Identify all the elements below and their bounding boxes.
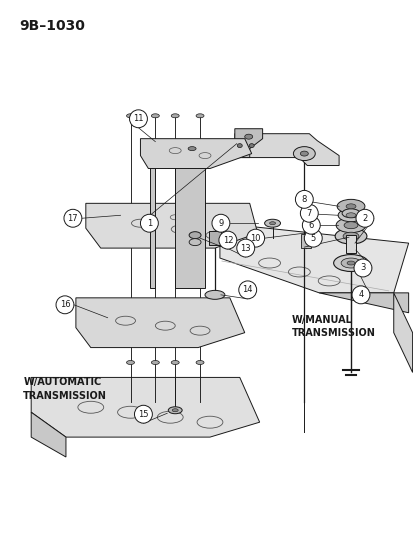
Text: 9: 9 — [218, 219, 223, 228]
Ellipse shape — [333, 255, 368, 271]
Text: W/AUTOMATIC
TRANSMISSION: W/AUTOMATIC TRANSMISSION — [23, 377, 107, 401]
Text: 12: 12 — [222, 236, 233, 245]
FancyBboxPatch shape — [301, 234, 311, 248]
Polygon shape — [31, 412, 66, 457]
Ellipse shape — [196, 360, 204, 365]
Polygon shape — [85, 203, 257, 248]
Circle shape — [64, 209, 82, 227]
Circle shape — [238, 281, 256, 299]
Ellipse shape — [343, 222, 357, 229]
Ellipse shape — [189, 232, 201, 239]
Ellipse shape — [249, 144, 254, 148]
Ellipse shape — [244, 134, 252, 139]
Text: 5: 5 — [310, 233, 315, 243]
Text: 13: 13 — [240, 244, 250, 253]
Text: 14: 14 — [242, 285, 252, 294]
Ellipse shape — [151, 114, 159, 118]
Circle shape — [134, 405, 152, 423]
Polygon shape — [140, 139, 251, 168]
Ellipse shape — [300, 151, 308, 156]
Ellipse shape — [346, 261, 354, 265]
Circle shape — [129, 110, 147, 128]
Ellipse shape — [172, 409, 178, 411]
Circle shape — [295, 190, 313, 208]
Ellipse shape — [269, 222, 275, 225]
Text: 1: 1 — [147, 219, 152, 228]
Ellipse shape — [204, 290, 224, 300]
Ellipse shape — [196, 114, 204, 118]
Text: 11: 11 — [133, 114, 143, 123]
Ellipse shape — [151, 360, 159, 365]
Polygon shape — [31, 377, 259, 437]
Text: 3: 3 — [359, 263, 365, 272]
Circle shape — [300, 204, 318, 222]
Circle shape — [56, 296, 74, 314]
Circle shape — [353, 259, 371, 277]
FancyBboxPatch shape — [209, 231, 221, 245]
Text: 2: 2 — [361, 214, 367, 223]
Ellipse shape — [189, 239, 201, 246]
Polygon shape — [393, 293, 412, 373]
Polygon shape — [318, 293, 408, 313]
Circle shape — [355, 209, 373, 227]
Text: 17: 17 — [67, 214, 78, 223]
Circle shape — [304, 229, 321, 247]
Ellipse shape — [341, 209, 359, 218]
Text: 16: 16 — [59, 300, 70, 309]
Ellipse shape — [335, 228, 366, 244]
Ellipse shape — [345, 213, 355, 218]
Ellipse shape — [237, 144, 242, 148]
Ellipse shape — [168, 407, 182, 414]
Ellipse shape — [293, 147, 315, 160]
Text: 15: 15 — [138, 410, 148, 419]
Text: 6: 6 — [308, 221, 313, 230]
Circle shape — [236, 239, 254, 257]
Ellipse shape — [171, 360, 179, 365]
Ellipse shape — [345, 204, 355, 209]
Ellipse shape — [342, 232, 358, 240]
Circle shape — [218, 231, 236, 249]
Ellipse shape — [188, 147, 196, 151]
Circle shape — [140, 214, 158, 232]
Ellipse shape — [340, 258, 360, 268]
Circle shape — [246, 229, 264, 247]
Polygon shape — [234, 134, 338, 166]
Ellipse shape — [336, 199, 364, 213]
Circle shape — [351, 286, 369, 304]
Text: 7: 7 — [306, 209, 311, 218]
Ellipse shape — [126, 360, 134, 365]
Ellipse shape — [126, 114, 134, 118]
Circle shape — [211, 214, 229, 232]
Ellipse shape — [264, 219, 280, 227]
Polygon shape — [76, 298, 244, 348]
Text: 8: 8 — [301, 195, 306, 204]
Text: W/MANUAL
TRANSMISSION: W/MANUAL TRANSMISSION — [291, 315, 375, 338]
Polygon shape — [219, 223, 408, 293]
Text: 9B–1030: 9B–1030 — [19, 19, 85, 33]
Text: 10: 10 — [250, 233, 260, 243]
Ellipse shape — [335, 218, 365, 233]
Polygon shape — [150, 144, 209, 288]
Ellipse shape — [337, 209, 363, 222]
Text: 4: 4 — [358, 290, 363, 300]
Polygon shape — [234, 129, 262, 158]
FancyBboxPatch shape — [345, 235, 355, 253]
Circle shape — [301, 216, 320, 234]
Ellipse shape — [171, 114, 179, 118]
